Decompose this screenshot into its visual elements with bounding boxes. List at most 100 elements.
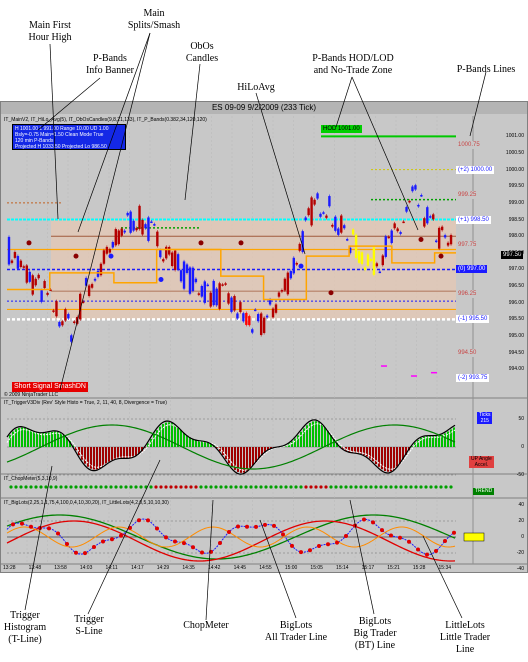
candle-body xyxy=(147,217,150,241)
chopmeter-dot xyxy=(244,485,248,489)
chopmeter-dot xyxy=(279,485,283,489)
candle-body xyxy=(64,309,67,321)
trigger-histogram-bar xyxy=(24,428,26,447)
price-axis-label: 995.00 xyxy=(508,333,524,340)
chopmeter-dot xyxy=(259,485,263,489)
time-axis-label: 15:28 xyxy=(412,565,426,571)
chopmeter-dot xyxy=(369,485,373,489)
candle-body xyxy=(159,250,162,258)
chart-window[interactable]: ES 09-09 9/2/2009 (233 Tick) IT_MainV2, … xyxy=(0,101,528,573)
trigger-histogram-bar xyxy=(201,441,203,447)
candle-body xyxy=(366,254,370,266)
candle-body xyxy=(310,197,313,226)
chopmeter-dot xyxy=(119,485,123,489)
chopmeter-dot xyxy=(314,485,318,489)
trigger-histogram-bar xyxy=(393,447,395,470)
trend-badge: TREND xyxy=(473,488,495,495)
candle-body xyxy=(28,271,31,282)
trigger-histogram-bar xyxy=(51,431,53,447)
candle-body xyxy=(70,335,73,342)
chopmeter-dot xyxy=(9,485,13,489)
candle-body xyxy=(423,218,426,227)
trigger-histogram-bar xyxy=(126,447,128,458)
trigger-histogram-bar xyxy=(363,447,365,455)
candle-body xyxy=(61,321,64,326)
trigger-histogram-bar xyxy=(123,447,125,458)
annotation-littlelots: LittleLots Little Trader Line xyxy=(439,620,491,655)
candle-body xyxy=(446,242,450,246)
time-axis-label: 14:03 xyxy=(79,565,93,571)
chopmeter-dot xyxy=(394,485,398,489)
chopmeter-dot xyxy=(309,485,313,489)
biglots-marker xyxy=(20,521,24,526)
trigger-histogram-bar xyxy=(186,435,188,447)
biglots-marker xyxy=(290,543,294,548)
chopmeter-dot xyxy=(349,485,353,489)
price-axis-label: 1000.50 xyxy=(505,149,524,156)
trigger-histogram-bar xyxy=(195,440,197,447)
chopmeter-dot xyxy=(74,485,78,489)
chopmeter-dot xyxy=(19,485,23,489)
biglots-marker xyxy=(101,539,105,544)
trigger-histogram-bar xyxy=(399,447,401,464)
biglots-marker xyxy=(272,523,276,528)
candle-body xyxy=(348,247,352,253)
candle-body xyxy=(144,224,147,229)
annotation-main-splits-smash: Main Splits/Smash xyxy=(127,8,181,31)
chopmeter-dot xyxy=(39,485,43,489)
price-axis-label: 994.00 xyxy=(508,366,524,373)
trigger-histogram-bar xyxy=(129,447,131,458)
time-axis-label: 13:48 xyxy=(28,565,42,571)
trigger-histogram-bar xyxy=(102,447,104,467)
chopmeter-dot xyxy=(224,485,228,489)
trigger-histogram-bar xyxy=(135,447,137,457)
candle-body xyxy=(40,290,43,302)
time-axis-label: 15:34 xyxy=(438,565,452,571)
candle-body xyxy=(268,299,272,305)
trigger-histogram-bar xyxy=(93,447,95,470)
candle-body xyxy=(322,212,325,214)
trigger-histogram-bar xyxy=(189,437,191,447)
trigger-histogram-bar xyxy=(315,421,317,447)
candle-body xyxy=(215,288,218,306)
candle-body xyxy=(135,227,138,231)
chopmeter-dot xyxy=(129,485,133,489)
trigger-histogram-bar xyxy=(306,425,308,447)
candle-body xyxy=(162,259,165,262)
chopmeter-dot xyxy=(139,485,143,489)
trigger-histogram-bar xyxy=(162,424,164,447)
biglots-marker xyxy=(407,539,411,544)
trigger-histogram-bar xyxy=(111,447,113,461)
candle-body xyxy=(251,329,254,333)
candle-body xyxy=(182,261,186,289)
time-axis-label: 14:29 xyxy=(156,565,170,571)
candle-body xyxy=(405,207,408,212)
biglots-marker xyxy=(299,550,303,555)
candle-body xyxy=(10,260,14,263)
candle-body xyxy=(179,270,183,282)
trigger-histogram-bar xyxy=(351,447,353,453)
biglots-marker xyxy=(335,540,339,545)
biglots-axis-label: 40 xyxy=(518,502,524,508)
candle-body xyxy=(200,285,204,297)
candle-body xyxy=(117,230,120,245)
price-axis-label: 995.50 xyxy=(508,316,524,323)
chopmeter-dot xyxy=(324,485,328,489)
chopmeter-dot xyxy=(424,485,428,489)
trigger-histogram-bar xyxy=(420,437,422,447)
trigger-histogram-bar xyxy=(348,447,350,452)
candle-body xyxy=(46,292,49,295)
candle-body xyxy=(375,263,379,267)
candle-body xyxy=(372,247,376,275)
chopmeter-dot xyxy=(169,485,173,489)
trigger-histogram-bar xyxy=(12,431,14,447)
candle-body xyxy=(55,301,58,317)
candle-body xyxy=(84,277,88,286)
chopmeter-dot xyxy=(199,485,203,489)
chopmeter-dot xyxy=(204,485,208,489)
candle-body xyxy=(105,246,109,254)
chopmeter-dot xyxy=(59,485,63,489)
candle-body xyxy=(58,322,61,327)
chopmeter-dot xyxy=(249,485,253,489)
trigger-histogram-bar xyxy=(132,447,134,458)
